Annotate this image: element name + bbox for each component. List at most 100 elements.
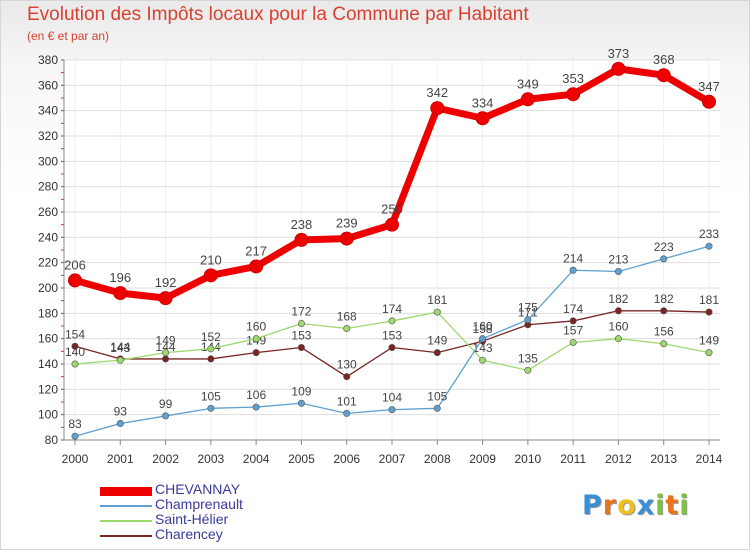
legend-item: CHEVANNAY	[100, 481, 360, 498]
data-label: 143	[473, 341, 493, 355]
x-tick-label: 2008	[424, 452, 451, 466]
data-label: 174	[382, 302, 402, 316]
data-point	[162, 412, 170, 420]
data-label: 213	[608, 253, 628, 267]
data-label: 342	[426, 85, 448, 100]
y-tick-label: 360	[38, 78, 58, 92]
data-label: 144	[110, 340, 130, 354]
data-point	[158, 291, 173, 306]
data-point	[343, 325, 351, 333]
chart-subtitle: (en € et par an)	[27, 29, 110, 43]
logo-letter: r	[602, 490, 618, 521]
data-label: 233	[699, 227, 719, 241]
data-label: 171	[518, 306, 538, 320]
x-tick-label: 2007	[379, 452, 406, 466]
data-point	[566, 87, 581, 102]
legend-label: Saint-Hélier	[155, 511, 229, 527]
legend-swatch	[100, 520, 152, 522]
data-label: 168	[337, 310, 357, 324]
data-label: 223	[654, 240, 674, 254]
data-label: 153	[291, 329, 311, 343]
data-point	[252, 403, 260, 411]
data-point	[113, 286, 128, 301]
data-label: 192	[155, 275, 177, 290]
data-label: 175	[518, 301, 538, 315]
data-label: 250	[381, 202, 403, 217]
data-point	[294, 232, 309, 247]
x-tick-label: 2013	[650, 452, 677, 466]
data-label: 154	[65, 327, 85, 341]
data-point	[252, 335, 260, 343]
logo-letter: P	[582, 490, 603, 521]
x-tick-label: 2002	[152, 452, 179, 466]
data-point	[611, 61, 626, 76]
data-label: 182	[654, 292, 674, 306]
data-point	[524, 366, 532, 374]
x-tick-label: 2006	[333, 452, 360, 466]
data-label: 153	[382, 329, 402, 343]
y-tick-label: 140	[38, 357, 58, 371]
logo-letter: i	[679, 490, 690, 521]
legend-item: Saint-Hélier	[100, 511, 360, 528]
chart-title: Evolution des Impôts locaux pour la Comm…	[27, 4, 529, 25]
data-point	[388, 406, 396, 414]
legend-label: Charencey	[155, 526, 223, 542]
data-point	[614, 268, 622, 276]
data-point	[479, 356, 487, 364]
legend-label: Champrenault	[155, 496, 243, 512]
data-label: 214	[563, 251, 583, 265]
data-label: 93	[114, 405, 128, 419]
data-point	[569, 338, 577, 346]
y-tick-label: 100	[38, 408, 58, 422]
data-label: 353	[562, 71, 584, 86]
data-point	[207, 404, 215, 412]
x-tick-label: 2000	[62, 452, 89, 466]
data-label: 99	[159, 397, 173, 411]
legend-label: CHEVANNAY	[155, 481, 241, 497]
legend-item: Champrenault	[100, 496, 360, 513]
data-label: 238	[291, 217, 313, 232]
data-point	[569, 317, 577, 325]
data-point	[297, 399, 305, 407]
data-point	[343, 409, 351, 417]
data-label: 140	[65, 345, 85, 359]
data-point	[162, 349, 170, 357]
data-point	[339, 231, 354, 246]
data-label: 181	[427, 293, 447, 307]
logo-letter: t	[665, 490, 680, 521]
data-label: 217	[245, 243, 267, 258]
data-label: 334	[472, 95, 494, 110]
data-label: 174	[563, 302, 583, 316]
data-label: 106	[246, 388, 266, 402]
data-label: 368	[653, 52, 675, 67]
x-tick-label: 2011	[560, 452, 586, 466]
proxiti-logo: Proxiti	[582, 490, 690, 521]
data-point	[430, 101, 445, 116]
x-tick-label: 2009	[469, 452, 496, 466]
data-label: 83	[68, 417, 82, 431]
x-tick-label: 2004	[243, 452, 270, 466]
data-label: 158	[473, 322, 493, 336]
data-label: 181	[699, 293, 719, 307]
x-tick-label: 2012	[605, 452, 632, 466]
data-label: 172	[291, 304, 311, 318]
chart-legend: CHEVANNAY Champrenault Saint-Hélier Charenc…	[100, 481, 360, 543]
data-point	[385, 217, 399, 232]
data-point	[297, 344, 305, 352]
data-point	[614, 307, 622, 315]
data-label: 157	[563, 323, 583, 337]
data-label: 143	[110, 341, 130, 355]
y-tick-label: 260	[38, 205, 58, 219]
data-point	[207, 345, 215, 353]
logo-letter: o	[617, 490, 637, 521]
data-point	[343, 373, 351, 381]
data-point	[660, 255, 668, 263]
data-label: 105	[201, 389, 221, 403]
data-point	[71, 360, 79, 368]
data-point	[388, 344, 396, 352]
data-label: 152	[201, 330, 221, 344]
y-tick-label: 320	[38, 129, 58, 143]
data-point	[203, 268, 218, 283]
data-point	[705, 349, 713, 357]
